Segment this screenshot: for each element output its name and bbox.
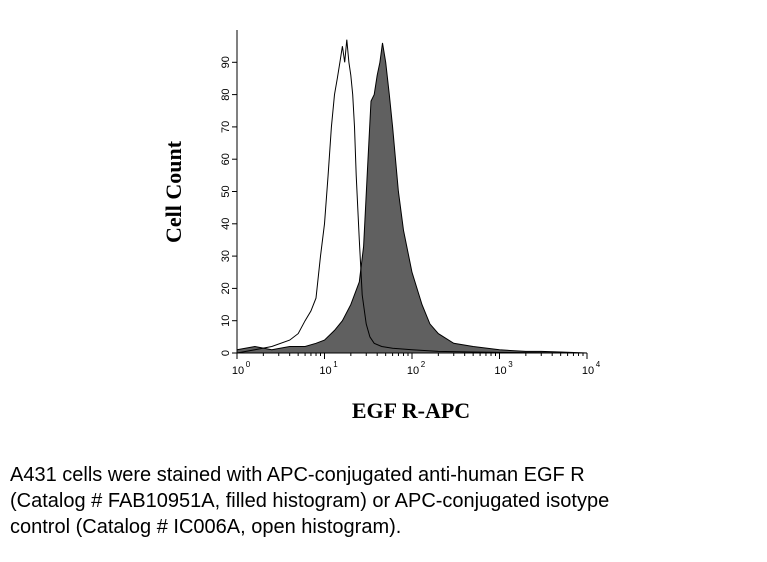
x-tick-label: 10 (494, 365, 506, 377)
x-tick-label: 10 (232, 365, 244, 377)
y-axis-title: Cell Count (161, 140, 186, 243)
open-histogram (236, 39, 588, 354)
x-tick-exponent: 1 (333, 360, 338, 369)
figure-caption: A431 cells were stained with APC-conjuga… (10, 462, 755, 540)
y-tick-label: 20 (220, 282, 232, 294)
x-axis-title: EGF R-APC (352, 398, 470, 423)
y-tick-label: 80 (220, 88, 232, 100)
x-tick-label: 10 (319, 365, 331, 377)
filled-histogram (236, 42, 588, 354)
y-tick-label: 0 (220, 350, 232, 356)
caption-line-1: A431 cells were stained with APC-conjuga… (10, 464, 585, 486)
y-tick-label: 70 (220, 121, 232, 133)
caption-line-3: control (Catalog # IC006A, open histogra… (10, 516, 402, 538)
x-tick-label: 10 (582, 365, 594, 377)
y-tick-label: 10 (220, 315, 232, 327)
x-tick-exponent: 3 (508, 360, 513, 369)
plot-area (236, 39, 588, 354)
x-tick-exponent: 2 (421, 360, 426, 369)
y-tick-label: 30 (220, 250, 232, 262)
x-tick-label: 10 (407, 365, 419, 377)
caption-line-2: (Catalog # FAB10951A, filled histogram) … (10, 490, 610, 512)
x-tick-exponent: 0 (246, 360, 251, 369)
y-tick-label: 90 (220, 56, 232, 68)
y-tick-label: 50 (220, 185, 232, 197)
y-axis-ticks: 0 10 20 30 40 50 60 70 80 90 (220, 56, 237, 356)
x-tick-exponent: 4 (596, 360, 601, 369)
y-tick-label: 40 (220, 218, 232, 230)
y-tick-label: 60 (220, 153, 232, 165)
